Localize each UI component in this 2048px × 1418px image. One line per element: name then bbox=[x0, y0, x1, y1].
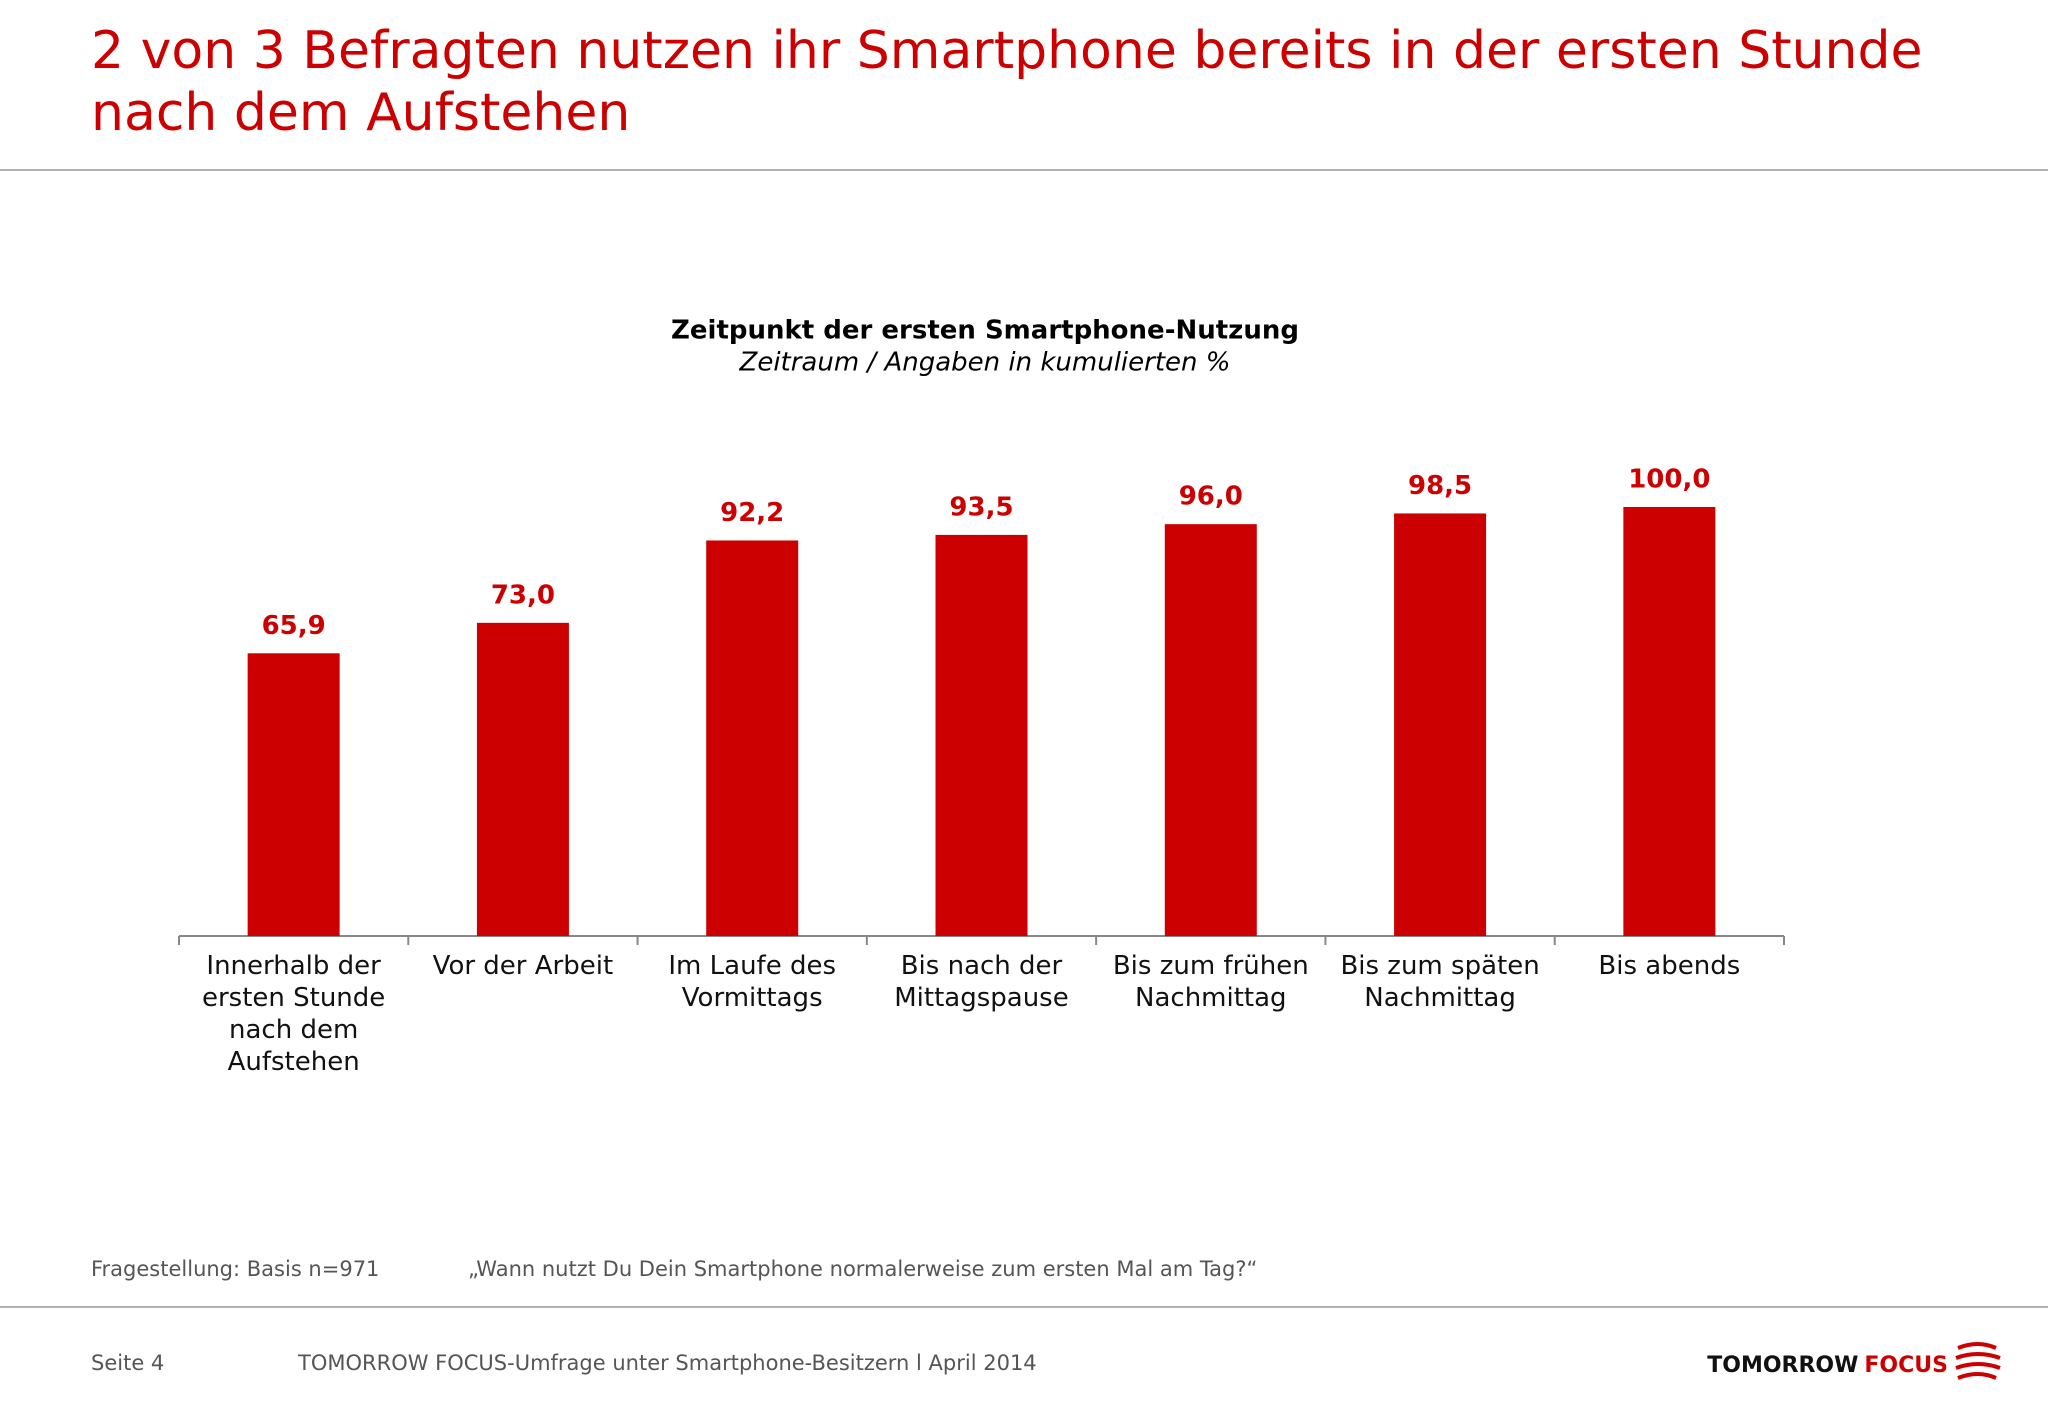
logo-icon bbox=[1955, 1342, 2001, 1380]
logo-word: TOMORROW bbox=[1707, 1353, 1858, 1378]
question: „Wann nutzt Du Dein Smartphone normalerw… bbox=[468, 1257, 1257, 1281]
value-label: 73,0 bbox=[491, 580, 555, 610]
x-tick-label: Im Laufe des Vormittags bbox=[668, 951, 837, 1013]
bar bbox=[935, 534, 1028, 936]
logo-word: FOCUS bbox=[1864, 1353, 1948, 1378]
title-box: 2 von 3 Befragten nutzen ihr Smartphone … bbox=[91, 21, 1923, 143]
source: TOMORROW FOCUS-Umfrage unter Smartphone-… bbox=[297, 1351, 1037, 1375]
bar bbox=[1623, 507, 1716, 936]
value-label: 65,9 bbox=[262, 611, 326, 641]
x-tick-label: Vor der Arbeit bbox=[432, 951, 614, 981]
bar bbox=[1394, 513, 1487, 936]
value-label: 100,0 bbox=[1628, 465, 1710, 495]
value-label: 98,5 bbox=[1408, 471, 1472, 501]
chart-subtitle: Zeitraum / Angaben in kumulierten % bbox=[739, 348, 1231, 378]
bar bbox=[476, 622, 569, 936]
bar bbox=[706, 540, 799, 936]
logo: TOMORROW FOCUS bbox=[1707, 1353, 1948, 1378]
x-tick-label: Innerhalb der ersten Stunde nach dem Auf… bbox=[201, 951, 386, 1077]
chart-title: Zeitpunkt der ersten Smartphone-Nutzung bbox=[671, 316, 1299, 346]
x-tick-label: Bis nach der Mittagspause bbox=[894, 951, 1069, 1013]
bar bbox=[1164, 524, 1257, 936]
slide-title: 2 von 3 Befragten nutzen ihr Smartphone … bbox=[91, 21, 1923, 143]
value-label: 93,5 bbox=[949, 492, 1013, 522]
x-tick-label: Bis zum späten Nachmittag bbox=[1340, 951, 1540, 1013]
x-tick-label: Bis abends bbox=[1598, 951, 1741, 981]
bar bbox=[247, 653, 340, 936]
question-label: Fragestellung: Basis n=971 bbox=[91, 1257, 379, 1281]
page-number: Seite 4 bbox=[91, 1351, 164, 1375]
value-label: 92,2 bbox=[720, 498, 784, 528]
x-tick-label: Bis zum frühen Nachmittag bbox=[1112, 951, 1309, 1013]
value-label: 96,0 bbox=[1179, 482, 1243, 512]
